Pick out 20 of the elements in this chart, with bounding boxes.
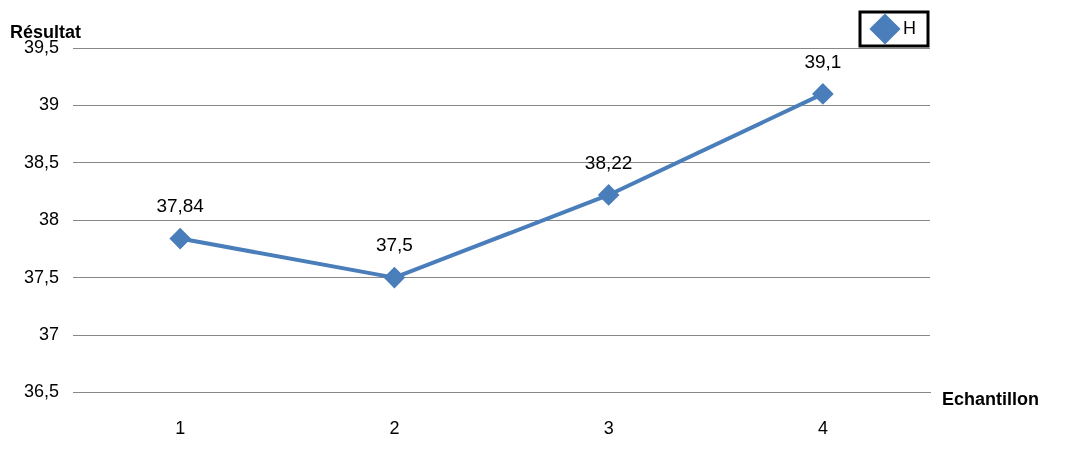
x-tick-label: 4	[817, 418, 828, 439]
data-label: 37,84	[156, 195, 205, 217]
y-tick-label: 37	[39, 323, 60, 344]
point	[812, 83, 833, 104]
legend-label: H	[903, 17, 916, 38]
point	[598, 184, 619, 205]
x-tick-label: 1	[175, 418, 186, 439]
point	[170, 228, 191, 249]
y-tick-label: 37,5	[23, 266, 60, 287]
data-label: 38,22	[584, 151, 633, 173]
x-tick-label: 2	[389, 418, 400, 439]
x-axis-title: Echantillon	[942, 389, 1040, 410]
y-tick-label: 38	[39, 209, 60, 230]
point	[384, 267, 405, 288]
data-label: 39,1	[804, 50, 842, 72]
y-tick-label: 39	[39, 94, 60, 115]
y-tick-label: 36,5	[23, 381, 60, 402]
x-tick-label: 3	[603, 418, 614, 439]
data-label: 37,5	[375, 234, 413, 256]
y-tick-label: 38,5	[23, 151, 60, 172]
